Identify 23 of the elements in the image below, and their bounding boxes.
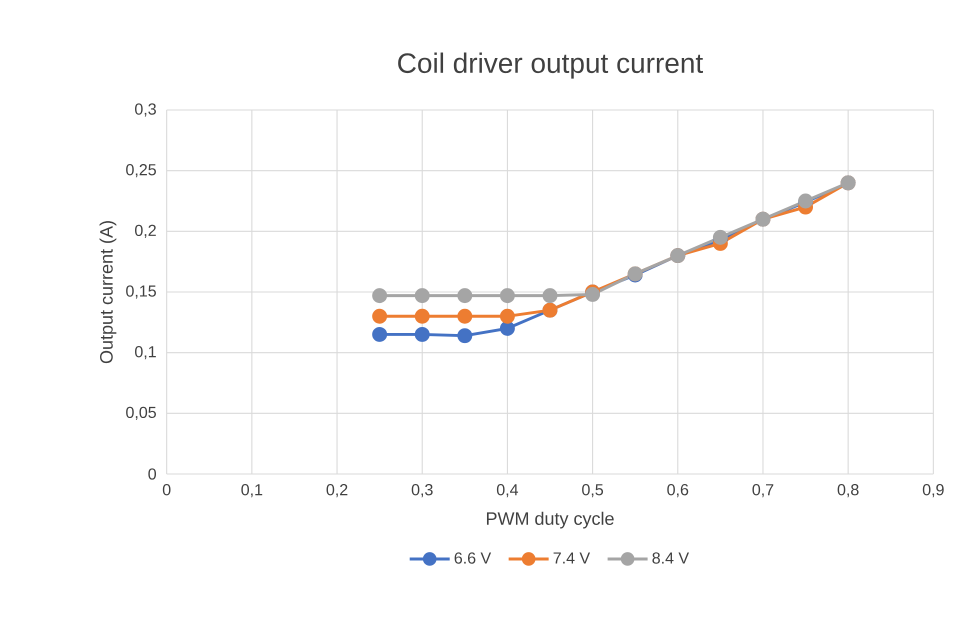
y-tick-label: 0,2	[135, 224, 156, 238]
x-tick-label: 0	[162, 484, 171, 496]
x-tick-label: 0,8	[838, 484, 859, 498]
chart-title: Coil driver output current	[398, 52, 704, 79]
x-tick-label: 0,9	[922, 484, 944, 498]
y-tick-label: 0,1	[135, 346, 156, 360]
y-tick-label: 0,25	[126, 164, 156, 178]
y-tick-label: 0	[148, 468, 156, 480]
x-tick-label: 0,6	[667, 484, 688, 498]
y-axis-title: Output current (A)	[100, 221, 116, 364]
y-tick-label: 0,05	[126, 406, 156, 420]
legend-label: 6.6 V	[454, 552, 492, 564]
x-tick-label: 0,2	[326, 484, 348, 498]
x-tick-label: 0,3	[412, 484, 433, 498]
x-tick-label: 0,5	[582, 484, 604, 498]
x-tick-label: 0,4	[496, 484, 518, 498]
x-tick-label: 0,1	[241, 484, 262, 498]
legend-label: 7.4 V	[554, 552, 590, 564]
y-tick-label: 0,3	[135, 103, 156, 117]
x-axis-title: PWM duty cycle	[486, 512, 614, 529]
y-tick-label: 0,15	[126, 285, 156, 299]
x-tick-label: 0,7	[752, 484, 774, 498]
legend-label: 8.4 V	[652, 552, 690, 564]
